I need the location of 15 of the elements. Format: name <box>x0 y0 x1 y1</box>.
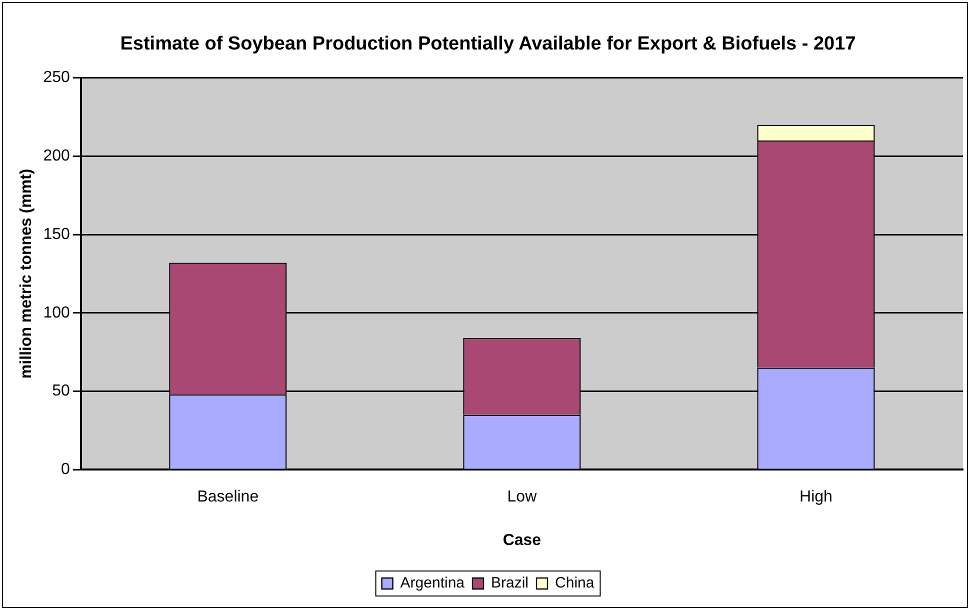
x-axis-title: Case <box>502 532 542 549</box>
y-tick-label: 50 <box>52 382 70 400</box>
y-axis-title: million metric tonnes (mmt) <box>18 168 36 379</box>
x-tick-label: Baseline <box>197 488 259 506</box>
x-tick-label: High <box>800 488 832 506</box>
y-tick-label: 250 <box>43 69 70 86</box>
legend-label: Brazil <box>491 574 529 592</box>
legend-label: China <box>555 574 595 592</box>
y-tick-label: 100 <box>43 304 70 322</box>
y-tick-label: 0 <box>60 461 70 478</box>
chart-title: Estimate of Soybean Production Potentially Available for Export & Biofuels - 2017 <box>120 34 856 55</box>
y-tick-label: 150 <box>43 226 70 243</box>
y-tick-label: 200 <box>43 148 70 165</box>
x-tick-label: Low <box>507 488 538 506</box>
legend-label: Argentina <box>400 574 466 592</box>
